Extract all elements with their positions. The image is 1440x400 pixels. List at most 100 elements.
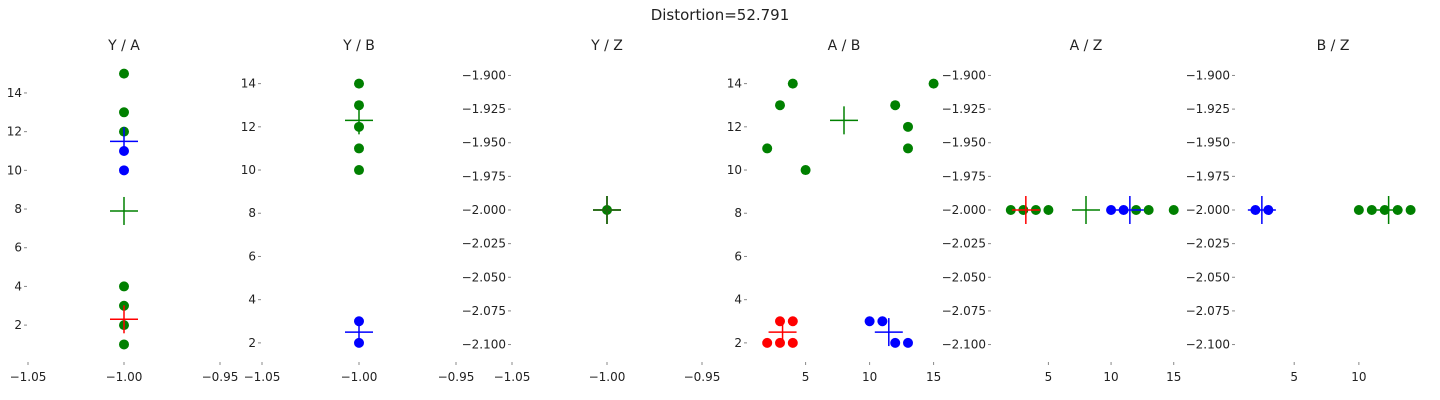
panel-6: B / Z −1.900 −1.925 −1.950 −1.975 −2.000 −2.02… [1186, 38, 1416, 384]
y-tick-label: 4 [248, 293, 256, 307]
y-tick-label: 12 [727, 120, 742, 134]
y-tick-label: −1.900 [1186, 68, 1230, 82]
data-point-green [890, 100, 901, 111]
panel-3: Y / Z −1.900 −1.925 −1.950 −1.975 −2.000 −2.02… [462, 38, 721, 384]
panel-title: Y / B [342, 38, 375, 54]
data-point-blue [890, 337, 901, 348]
y-tick-label: −2.050 [462, 270, 506, 284]
panels-group: Y / A 2 4 6 8 10 12 14 −1.05 −1.00 −0.95 Y / B 2 4 6 8 1… [7, 38, 1416, 384]
y-tick-label: 14 [241, 77, 256, 91]
y-tick-label: 14 [7, 86, 22, 100]
data-point-green [119, 281, 129, 292]
x-tick-label: −1.00 [106, 370, 143, 384]
y-tick-label: 8 [14, 202, 22, 216]
y-tick-label: 4 [734, 293, 742, 307]
y-tick-label: 6 [14, 241, 22, 255]
centroid-marker-green [110, 196, 138, 225]
data-point-green [119, 339, 129, 350]
y-tick-label: −2.025 [462, 237, 506, 251]
data-point-blue [119, 165, 129, 176]
y-tick-label: −1.925 [942, 102, 986, 116]
y-tick-label: −1.950 [942, 136, 986, 150]
y-tick-label: −1.975 [942, 169, 986, 183]
y-tick-label: 6 [248, 249, 256, 263]
y-tick-label: 8 [734, 206, 742, 220]
data-point-red [787, 337, 798, 348]
y-tick-label: −1.925 [1186, 102, 1230, 116]
x-tick-label: −1.05 [10, 370, 47, 384]
panel-2: Y / B 2 4 6 8 10 12 14 −1.05 −1.00 −0.95 [241, 38, 475, 384]
data-point-green [1366, 205, 1377, 215]
y-tick-label: −2.000 [1186, 203, 1230, 217]
data-point-green [354, 100, 364, 111]
panel-1: Y / A 2 4 6 8 10 12 14 −1.05 −1.00 −0.95 [7, 38, 239, 384]
data-point-red [775, 316, 785, 327]
centroid-marker-blue [110, 127, 138, 156]
x-tick-label: 15 [1166, 370, 1181, 384]
x-tick-label: −0.95 [438, 370, 475, 384]
panel-title: A / Z [1070, 38, 1103, 54]
y-tick-label: −2.050 [942, 270, 986, 284]
data-point-red [762, 337, 773, 348]
centroid-marker-red [1011, 196, 1040, 224]
y-tick-label: −1.975 [462, 169, 506, 183]
y-tick-label: 2 [14, 318, 22, 332]
y-tick-label: 2 [734, 336, 742, 350]
y-tick-label: −2.075 [1186, 304, 1230, 318]
y-tick-label: −1.900 [462, 68, 506, 82]
data-point-green [1143, 205, 1154, 215]
centroid-marker-green [593, 196, 621, 224]
figure-title: Distortion=52.791 [651, 6, 790, 24]
data-point-green [119, 107, 129, 118]
y-tick-label: −1.950 [1186, 136, 1230, 150]
data-point-blue [864, 316, 875, 327]
y-tick-label: −2.100 [942, 338, 986, 352]
centroid-marker-red [768, 318, 797, 347]
y-tick-label: −1.950 [462, 136, 506, 150]
y-tick-label: 10 [7, 163, 22, 177]
x-tick-label: −1.05 [494, 370, 531, 384]
y-tick-label: −2.025 [942, 237, 986, 251]
y-tick-label: 12 [7, 125, 22, 139]
y-tick-label: 10 [241, 163, 256, 177]
panel-title: B / Z [1317, 38, 1350, 54]
x-tick-label: −0.95 [684, 370, 721, 384]
data-point-red [775, 337, 785, 348]
data-point-green [903, 143, 913, 154]
data-point-blue [903, 337, 913, 348]
data-point-green [775, 100, 785, 111]
y-tick-label: −2.025 [1186, 237, 1230, 251]
centroid-marker-blue [874, 318, 903, 347]
y-tick-label: −2.000 [942, 203, 986, 217]
data-point-green [354, 165, 364, 176]
y-tick-label: −2.050 [1186, 270, 1230, 284]
data-point-green [354, 143, 364, 154]
centroid-marker-blue [345, 318, 373, 347]
y-tick-label: 2 [248, 336, 256, 350]
panel-title: Y / A [107, 38, 140, 54]
data-point-green [1168, 205, 1179, 215]
data-point-green [1353, 205, 1364, 215]
centroid-marker-green [345, 106, 373, 135]
x-tick-label: −0.95 [202, 370, 239, 384]
centroid-marker-blue [1247, 196, 1276, 224]
y-tick-label: 12 [241, 120, 256, 134]
centroid-marker-blue [1115, 196, 1144, 224]
x-tick-label: −1.05 [244, 370, 281, 384]
x-tick-label: −1.00 [589, 370, 626, 384]
data-point-green [928, 78, 939, 89]
y-tick-label: −1.900 [942, 68, 986, 82]
data-point-green [787, 78, 798, 89]
centroid-marker-green [1072, 196, 1100, 224]
data-point-blue [877, 316, 888, 327]
y-tick-label: −2.100 [462, 338, 506, 352]
data-point-green [1005, 205, 1016, 215]
y-tick-label: −2.075 [942, 304, 986, 318]
y-tick-label: 8 [248, 206, 256, 220]
x-tick-label: 5 [802, 370, 810, 384]
data-point-green [1043, 205, 1054, 215]
y-tick-label: −1.925 [462, 102, 506, 116]
y-tick-label: 4 [14, 279, 22, 293]
data-point-red [787, 316, 798, 327]
